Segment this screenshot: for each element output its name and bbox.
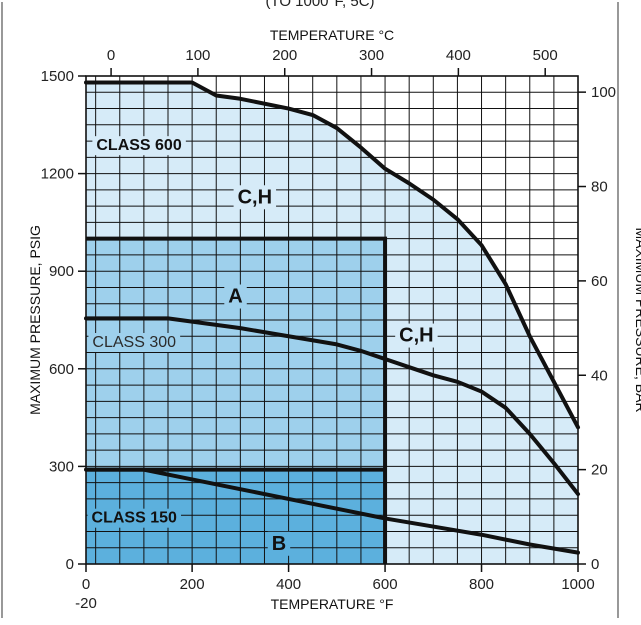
x-top-tick-label: 500 bbox=[533, 47, 558, 64]
y-tick-label: 0 bbox=[66, 556, 74, 573]
annotation-background bbox=[92, 136, 186, 156]
y-right-tick-label: 40 bbox=[591, 367, 608, 384]
x-tick-label: 200 bbox=[180, 576, 205, 593]
annotation-background bbox=[224, 284, 247, 309]
x-axis-title: TEMPERATURE °F bbox=[271, 596, 394, 612]
y-tick-label: 1200 bbox=[41, 166, 74, 183]
series-a-line bbox=[84, 316, 580, 497]
annotation-background bbox=[267, 531, 291, 556]
y-axis-title: MAXIMUM PRESSURE, PSIG bbox=[27, 225, 43, 415]
header-fragment: (TO 1000°F, 5C) bbox=[265, 0, 374, 10]
x-top-tick-label: 100 bbox=[185, 47, 210, 64]
annotation-class-150: CLASS 150 bbox=[92, 510, 177, 527]
x-tick-label: 1000 bbox=[561, 576, 594, 593]
series-ch-line bbox=[84, 80, 580, 430]
y-right-axis-title: MAXIMUM PRESSURE, BAR bbox=[633, 227, 641, 412]
annotation-background bbox=[87, 508, 182, 528]
y-tick-label: 600 bbox=[49, 361, 74, 378]
x-top-tick-label: 0 bbox=[107, 47, 115, 64]
y-tick-label: 300 bbox=[49, 458, 74, 475]
y-right-tick-label: 20 bbox=[591, 462, 608, 479]
annotation-c-h: C,H bbox=[399, 325, 433, 347]
region-above-limit bbox=[86, 76, 578, 428]
annotation-a: A bbox=[228, 286, 242, 308]
annotation-background bbox=[395, 323, 438, 348]
annotation-background bbox=[88, 332, 181, 353]
x-top-tick-label: 300 bbox=[359, 47, 384, 64]
x-tick-label: 400 bbox=[276, 576, 301, 593]
y-right-tick-label: 60 bbox=[591, 273, 608, 290]
x-top-tick-label: 200 bbox=[272, 47, 297, 64]
x-top-tick-label: 400 bbox=[446, 47, 471, 64]
annotation-class-600: CLASS 600 bbox=[96, 137, 181, 154]
x-tick-label: 800 bbox=[469, 576, 494, 593]
annotation-c-h: C,H bbox=[238, 186, 272, 208]
y-right-tick-label: 80 bbox=[591, 179, 608, 196]
annotation-background bbox=[233, 185, 277, 210]
annotation-class-300: CLASS 300 bbox=[92, 334, 176, 351]
series-b-line bbox=[84, 467, 580, 555]
x-tick-label: 0 bbox=[82, 576, 90, 593]
x-tick-label: 600 bbox=[373, 576, 398, 593]
y-right-tick-label: 0 bbox=[591, 556, 599, 573]
annotation-b: B bbox=[272, 533, 286, 555]
x-top-axis-title: TEMPERATURE °C bbox=[270, 27, 394, 43]
x-min-label: -20 bbox=[75, 595, 97, 612]
y-right-tick-label: 100 bbox=[591, 84, 616, 101]
y-tick-label: 900 bbox=[49, 263, 74, 280]
y-tick-label: 1500 bbox=[41, 68, 74, 85]
region-outline-0 bbox=[86, 236, 388, 564]
